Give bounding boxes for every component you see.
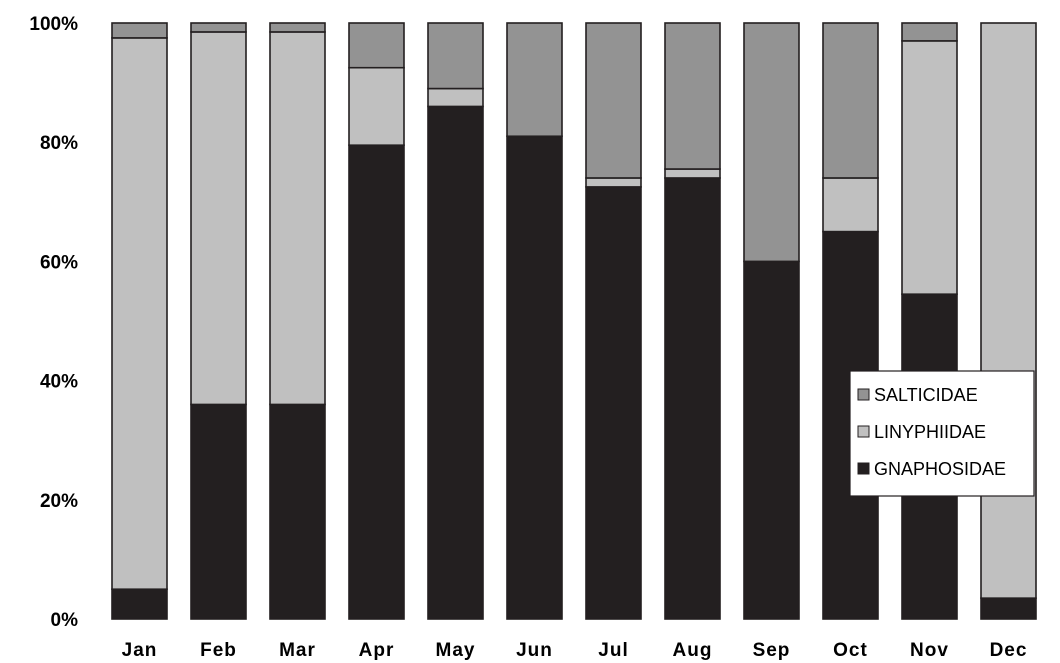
x-tick-label: Dec <box>990 640 1028 661</box>
bar-stack-mar <box>269 22 326 620</box>
bar-gnaphosidae-feb <box>190 403 247 620</box>
legend-swatch-gnaphosidae <box>857 462 870 475</box>
legend-swatch-linyphiidae <box>857 425 870 438</box>
legend-label-salticidae: SALTICIDAE <box>874 385 978 405</box>
bar-gnaphosidae-sep <box>743 260 800 620</box>
bar-salticidae-may <box>427 22 484 90</box>
bar-salticidae-sep <box>743 22 800 263</box>
bar-linyphiidae-oct <box>822 177 879 233</box>
bar-stack-nov <box>901 22 958 620</box>
bar-salticidae-oct <box>822 22 879 179</box>
x-tick-label: Aug <box>673 640 713 661</box>
bar-stack-sep <box>743 22 800 620</box>
x-tick-label: Jan <box>122 640 158 661</box>
bar-salticidae-feb <box>190 22 247 33</box>
bar-linyphiidae-feb <box>190 31 247 406</box>
legend-label-gnaphosidae: GNAPHOSIDAE <box>874 459 1006 479</box>
y-tick-label: 0% <box>51 610 79 631</box>
x-tick-label: Jun <box>516 640 553 661</box>
bar-gnaphosidae-may <box>427 105 484 620</box>
bar-stack-apr <box>348 22 405 620</box>
bar-linyphiidae-dec <box>980 22 1037 599</box>
bar-salticidae-apr <box>348 22 405 69</box>
bar-salticidae-nov <box>901 22 958 42</box>
x-tick-label: Sep <box>753 640 791 661</box>
x-tick-label: May <box>436 640 476 661</box>
x-tick-label: Nov <box>910 640 949 661</box>
y-axis: 0% 20% 40% 60% 80% 100% <box>29 14 78 631</box>
bar-gnaphosidae-jul <box>585 186 642 620</box>
legend-box <box>849 370 1035 497</box>
y-tick-label: 40% <box>40 372 78 393</box>
legend-swatch-salticidae <box>857 388 870 401</box>
bar-gnaphosidae-jun <box>506 135 563 620</box>
bar-gnaphosidae-jan <box>111 588 168 620</box>
bar-stack-aug <box>664 22 721 620</box>
bar-stack-jun <box>506 22 563 620</box>
x-tick-label: Oct <box>833 640 868 661</box>
x-axis: Jan Feb Mar Apr May Jun Jul Aug Sep Oct Nov Dec <box>122 640 1028 661</box>
bar-gnaphosidae-aug <box>664 177 721 620</box>
bar-stack-jul <box>585 22 642 620</box>
bar-linyphiidae-may <box>427 87 484 108</box>
y-tick-label: 80% <box>40 133 78 154</box>
bar-linyphiidae-jan <box>111 37 168 590</box>
y-tick-label: 60% <box>40 252 78 273</box>
bar-salticidae-jun <box>506 22 563 138</box>
x-tick-label: Mar <box>279 640 316 661</box>
bar-linyphiidae-jul <box>585 177 642 188</box>
bar-gnaphosidae-mar <box>269 403 326 620</box>
bar-salticidae-jan <box>111 22 168 39</box>
x-tick-label: Apr <box>359 640 395 661</box>
bar-linyphiidae-apr <box>348 66 405 146</box>
bar-linyphiidae-nov <box>901 40 958 295</box>
bar-gnaphosidae-dec <box>980 597 1037 620</box>
bar-salticidae-aug <box>664 22 721 170</box>
bar-stack-dec <box>980 22 1037 620</box>
bar-gnaphosidae-apr <box>348 144 405 620</box>
bar-stack-oct <box>822 22 879 620</box>
y-tick-label: 20% <box>40 491 78 512</box>
bar-linyphiidae-mar <box>269 31 326 406</box>
x-tick-label: Jul <box>598 640 628 661</box>
bar-stack-feb <box>190 22 247 620</box>
y-tick-label: 100% <box>29 14 78 35</box>
bar-linyphiidae-aug <box>664 168 721 179</box>
bar-stack-may <box>427 22 484 620</box>
legend: SALTICIDAE LINYPHIIDAE GNAPHOSIDAE <box>849 370 1035 497</box>
bars-layer <box>111 22 1037 620</box>
bar-salticidae-mar <box>269 22 326 33</box>
x-tick-label: Feb <box>200 640 237 661</box>
bar-salticidae-jul <box>585 22 642 179</box>
legend-label-linyphiidae: LINYPHIIDAE <box>874 422 986 442</box>
bar-stack-jan <box>111 22 168 620</box>
